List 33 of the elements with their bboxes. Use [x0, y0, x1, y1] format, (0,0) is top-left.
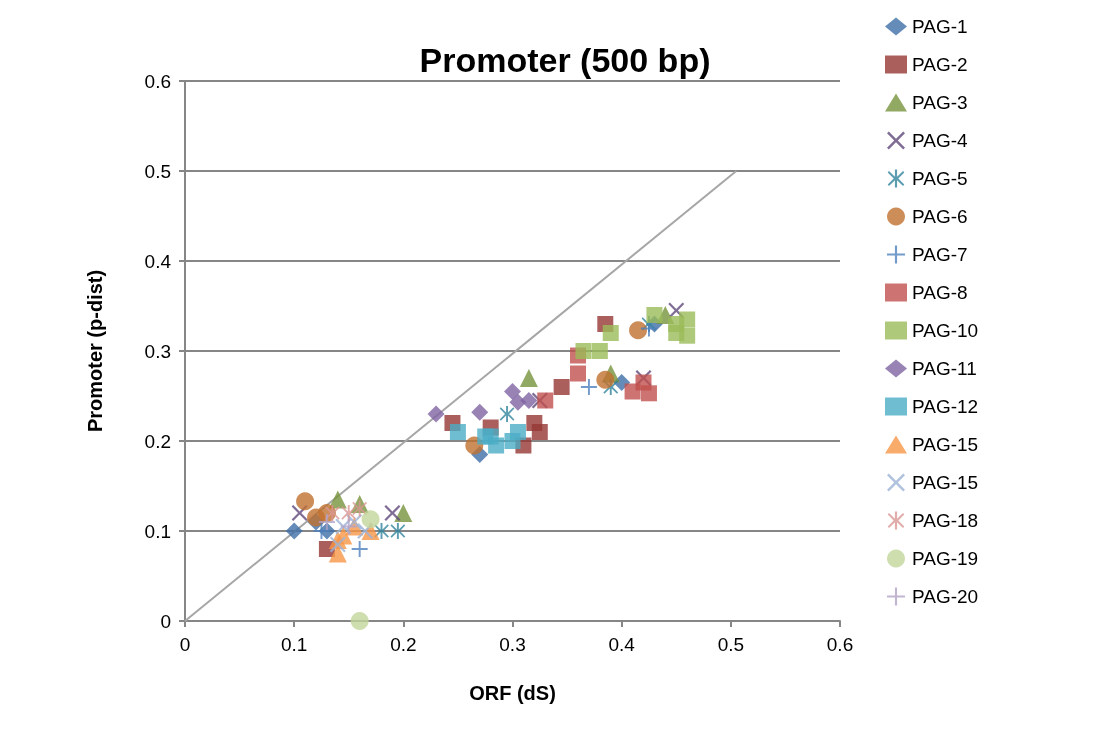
chart-title: Promoter (500 bp) [419, 41, 711, 79]
y-tick-label: 0.4 [144, 250, 172, 272]
legend-label: PAG-5 [912, 168, 968, 189]
legend-label: PAG-10 [912, 320, 979, 341]
legend-label: PAG-11 [912, 358, 977, 379]
legend-label: PAG-7 [912, 244, 968, 265]
x-tick-label: 0.2 [390, 634, 417, 655]
legend-label: PAG-18 [912, 510, 979, 531]
legend-label: PAG-6 [912, 206, 968, 227]
x-tick-label: 0.3 [499, 634, 526, 655]
y-axis-title: Promoter (p-dist) [84, 269, 106, 433]
x-axis-title: ORF (dS) [469, 682, 556, 704]
legend-label: PAG-19 [912, 548, 979, 569]
legend-label: PAG-8 [912, 282, 968, 303]
legend-label: PAG-15 [912, 434, 979, 455]
y-tick-label: 0.2 [144, 430, 171, 452]
legend-label: PAG-3 [912, 92, 968, 113]
legend-label: PAG-2 [912, 54, 968, 75]
x-tick-label: 0.6 [826, 634, 854, 655]
y-tick-label: 0.5 [144, 160, 171, 182]
y-tick-label: 0.1 [144, 520, 171, 542]
legend-label: PAG-15 [912, 472, 979, 493]
x-tick-label: 0.4 [608, 634, 636, 655]
legend-label: PAG-4 [912, 130, 969, 151]
x-tick-label: 0.1 [280, 634, 308, 655]
y-tick-label: 0.6 [144, 70, 171, 92]
x-tick-label: 0.5 [717, 634, 745, 655]
legend-label: PAG-20 [912, 586, 979, 607]
legend-label: PAG-1 [912, 16, 968, 37]
y-tick-label: 0.3 [144, 340, 171, 362]
y-tick-label: 0 [160, 610, 171, 632]
x-tick-label: 0 [179, 634, 191, 655]
legend-label: PAG-12 [912, 396, 979, 417]
